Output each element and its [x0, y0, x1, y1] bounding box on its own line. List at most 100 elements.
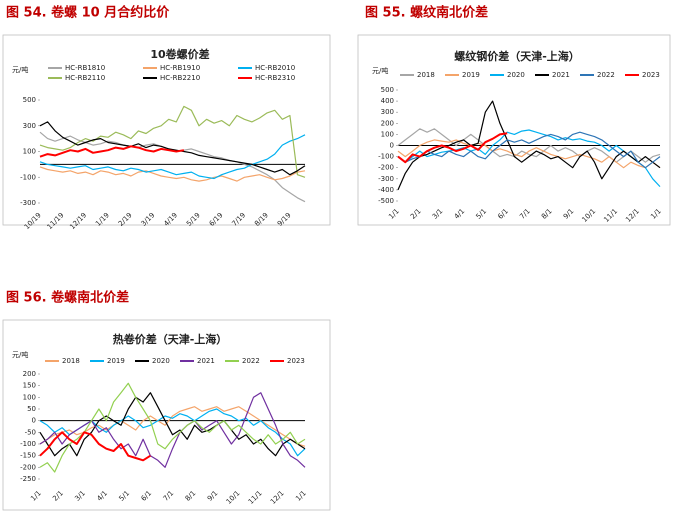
series-line: [39, 145, 185, 158]
legend-label: HC-RB1810: [65, 64, 105, 72]
legend-label: 2018: [62, 357, 80, 365]
chart-title: 螺纹钢价差（天津-上海）: [454, 49, 580, 63]
x-tick-label: 12/19: [68, 211, 88, 231]
x-tick-label: 5/1: [118, 489, 132, 503]
y-tick-label: -500: [378, 197, 394, 205]
y-tick-label: 50: [27, 405, 36, 413]
legend-label: 2019: [107, 357, 125, 365]
x-tick-label: 6/1: [140, 489, 154, 503]
y-tick-label: -50: [25, 428, 36, 436]
series-line: [39, 134, 306, 180]
series-line: [397, 139, 661, 169]
x-tick-label: 6/19: [208, 211, 225, 228]
y-tick-label: -100: [20, 440, 36, 448]
y-axis-label: 元/吨: [372, 66, 388, 75]
x-tick-label: 7/1: [162, 489, 176, 503]
legend-label: 2023: [642, 71, 660, 79]
legend-label: 2020: [152, 357, 170, 365]
x-tick-label: 11/19: [46, 211, 66, 231]
series-line: [39, 166, 306, 182]
figure-caption: 图 54. 卷螺 10 月合约比价: [6, 5, 170, 21]
y-tick-label: 300: [23, 122, 36, 130]
y-tick-label: 100: [381, 130, 394, 138]
legend-label: 2021: [552, 71, 570, 79]
x-tick-label: 10/19: [23, 211, 43, 231]
x-tick-label: 1/1: [387, 207, 401, 221]
chart-frame: [2, 34, 331, 226]
x-tick-label: 12/1: [269, 489, 286, 506]
y-tick-label: -200: [20, 463, 36, 471]
legend-label: 2019: [462, 71, 480, 79]
x-tick-label: 12/1: [624, 207, 641, 224]
x-tick-label: 3/19: [140, 211, 157, 228]
y-tick-label: 500: [23, 96, 36, 104]
x-tick-label: 3/1: [431, 207, 445, 221]
y-tick-label: 150: [23, 382, 36, 390]
y-tick-label: 500: [381, 86, 394, 94]
legend-label: HC-RB2010: [255, 64, 295, 72]
legend-label: HC-RB2110: [65, 74, 105, 82]
series-line: [39, 392, 306, 468]
x-tick-label: 1/1: [29, 489, 43, 503]
legend-label: 2020: [507, 71, 525, 79]
x-tick-label: 8/1: [184, 489, 198, 503]
x-tick-label: 6/1: [496, 207, 510, 221]
y-tick-label: 100: [23, 148, 36, 156]
figure-caption: 图 56. 卷螺南北价差: [6, 290, 129, 306]
x-tick-label: 8/1: [540, 207, 554, 221]
legend-label: 2022: [242, 357, 260, 365]
legend-label: HC-RB2310: [255, 74, 295, 82]
y-tick-label: -100: [378, 153, 394, 161]
series-line: [397, 100, 661, 191]
y-axis-label: 元/吨: [12, 65, 28, 74]
x-tick-label: 8/19: [253, 211, 270, 228]
x-tick-label: 4/19: [162, 211, 179, 228]
y-tick-label: 100: [23, 393, 36, 401]
x-tick-label: 1/1: [649, 207, 663, 221]
y-tick-label: 200: [381, 119, 394, 127]
chart-frame: [357, 34, 671, 226]
y-tick-label: -400: [378, 186, 394, 194]
x-tick-label: 5/1: [475, 207, 489, 221]
x-tick-label: 4/1: [453, 207, 467, 221]
x-tick-label: 1/19: [94, 211, 111, 228]
x-tick-label: 3/1: [73, 489, 87, 503]
x-tick-label: 5/19: [185, 211, 202, 228]
y-tick-label: -150: [20, 452, 36, 460]
chart-title: 热卷价差（天津-上海）: [113, 332, 228, 346]
chart-title: 10卷螺价差: [150, 47, 209, 61]
y-tick-label: -100: [20, 173, 36, 181]
x-tick-label: 4/1: [95, 489, 109, 503]
x-tick-label: 7/19: [230, 211, 247, 228]
x-tick-label: 11/1: [247, 489, 264, 506]
series-line: [397, 131, 661, 169]
y-tick-label: 0: [32, 417, 36, 425]
x-tick-label: 9/19: [276, 211, 293, 228]
y-tick-label: -250: [20, 475, 36, 483]
figure-caption: 图 55. 螺纹南北价差: [365, 5, 488, 21]
y-tick-label: 300: [381, 108, 394, 116]
x-tick-label: 7/1: [518, 207, 532, 221]
series-line: [39, 431, 151, 462]
x-tick-label: 9/1: [562, 207, 576, 221]
y-tick-label: -300: [20, 199, 36, 207]
y-tick-label: -300: [378, 175, 394, 183]
x-tick-label: 9/1: [206, 489, 220, 503]
y-tick-label: 0: [390, 142, 394, 150]
x-tick-label: 2/1: [409, 207, 423, 221]
series-line: [39, 121, 306, 176]
chart-frame: [2, 319, 331, 511]
x-tick-label: 2/1: [51, 489, 65, 503]
legend-label: 2022: [597, 71, 615, 79]
legend-label: HC-RB1910: [160, 64, 200, 72]
legend-label: 2023: [287, 357, 305, 365]
x-tick-label: 2/19: [117, 211, 134, 228]
legend-label: 2021: [197, 357, 215, 365]
y-tick-label: 200: [23, 370, 36, 378]
series-line: [397, 129, 661, 188]
x-tick-label: 10/1: [225, 489, 242, 506]
legend-label: 2018: [417, 71, 435, 79]
x-tick-label: 11/1: [602, 207, 619, 224]
series-line: [397, 132, 508, 164]
y-axis-label: 元/吨: [12, 350, 28, 359]
